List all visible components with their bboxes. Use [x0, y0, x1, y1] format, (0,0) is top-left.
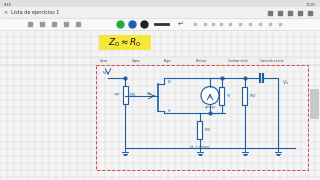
Bar [0, 18, 320, 30]
Bar [123, 86, 127, 104]
Circle shape [201, 87, 219, 105]
Text: $g_m v_{gs}$: $g_m v_{gs}$ [204, 104, 216, 112]
Text: Cortar: Cortar [100, 59, 108, 63]
Text: <  Lista de ejercicios 1: < Lista de ejercicios 1 [4, 10, 60, 15]
Text: Eliminar: Eliminar [196, 59, 207, 63]
Text: 9:46: 9:46 [4, 3, 12, 6]
Bar [220, 87, 225, 105]
Bar [96, 65, 308, 170]
Text: $G$: $G$ [146, 89, 151, 96]
Text: $R_D$: $R_D$ [249, 92, 256, 100]
Text: $r_d$: $r_d$ [226, 92, 232, 100]
Text: $V_o$: $V_o$ [282, 78, 289, 87]
Text: ↵: ↵ [178, 21, 184, 27]
Text: Copiar: Copiar [132, 59, 141, 63]
Text: $Z_0 \approx R_0$: $Z_0 \approx R_0$ [108, 36, 142, 49]
Text: $D$: $D$ [167, 78, 172, 84]
Bar [0, 0, 320, 7]
Text: $v_i$: $v_i$ [102, 69, 108, 77]
Bar [243, 87, 247, 105]
Text: Convertir a texto: Convertir a texto [260, 59, 284, 63]
Text: $i_{ds}=g_m v_{gs}$: $i_{ds}=g_m v_{gs}$ [189, 143, 211, 152]
Text: $S$: $S$ [167, 107, 172, 114]
Text: $v_{gs}$: $v_{gs}$ [113, 91, 121, 99]
FancyBboxPatch shape [99, 35, 151, 50]
Text: 100%: 100% [306, 3, 316, 6]
Text: $R_S$: $R_S$ [204, 126, 211, 134]
Bar [95, 57, 295, 65]
Bar [197, 121, 203, 139]
Bar [0, 7, 320, 18]
Text: $R_G$: $R_G$ [129, 91, 136, 99]
Text: Cambiar estilo: Cambiar estilo [228, 59, 248, 63]
Bar [0, 30, 320, 180]
Text: Pegar: Pegar [164, 59, 172, 63]
FancyBboxPatch shape [310, 89, 319, 119]
